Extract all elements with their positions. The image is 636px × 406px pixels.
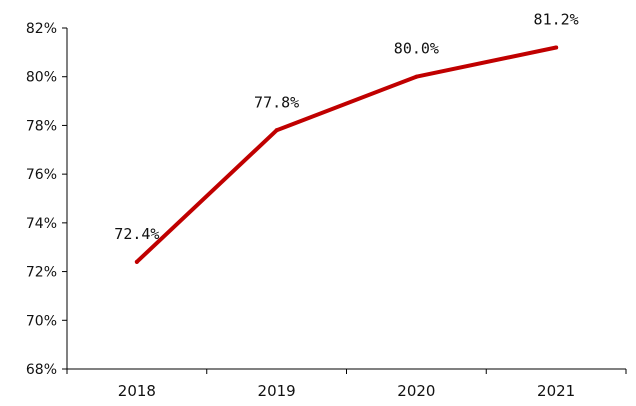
y-tick-label: 74% (26, 216, 57, 232)
data-label: 80.0% (394, 40, 439, 58)
y-tick-label: 82% (26, 21, 57, 37)
data-point (274, 128, 279, 133)
y-tick-label: 78% (26, 118, 57, 134)
y-tick-label: 68% (26, 362, 57, 378)
y-tick-label: 70% (26, 313, 57, 329)
data-point (414, 74, 419, 79)
y-tick-label: 80% (26, 70, 57, 86)
data-point (134, 259, 139, 264)
data-point (554, 45, 559, 50)
data-label: 81.2% (534, 10, 579, 28)
series-line (134, 45, 559, 264)
data-label: 72.4% (114, 225, 159, 243)
y-tick-label: 76% (26, 167, 57, 183)
x-tick-label: 2019 (258, 382, 296, 400)
x-tick-label: 2018 (118, 382, 156, 400)
x-tick-label: 2020 (397, 382, 435, 400)
y-tick-label: 72% (26, 265, 57, 281)
data-label: 77.8% (254, 93, 299, 111)
x-tick-label: 2021 (537, 382, 575, 400)
